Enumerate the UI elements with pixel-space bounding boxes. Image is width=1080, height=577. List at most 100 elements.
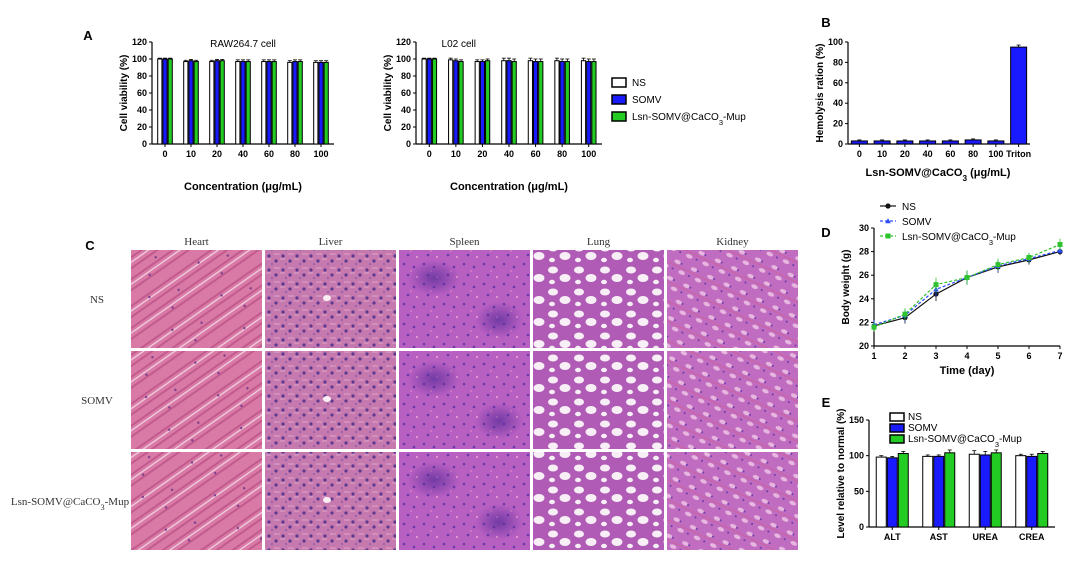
y-tick-label: 22 xyxy=(859,317,869,327)
y-tick-label: 20 xyxy=(859,341,869,351)
y-axis-label: Hemolysis ration (%) xyxy=(815,44,826,143)
bar xyxy=(297,61,303,145)
bar xyxy=(944,452,956,528)
panel-label-e: E xyxy=(822,395,831,410)
legend-swatch xyxy=(611,94,627,105)
y-tick-label: 80 xyxy=(401,71,411,81)
bar xyxy=(245,61,251,145)
column-header: Kidney xyxy=(716,236,749,248)
series-line xyxy=(873,249,1061,326)
legend-label: Lsn-SOMV@CaCO3-Mup xyxy=(902,232,1016,247)
y-tick-label: 20 xyxy=(833,119,843,129)
y-tick-label: 0 xyxy=(838,139,843,149)
lung-micrograph xyxy=(533,351,664,449)
kidney-micrograph xyxy=(667,351,798,449)
x-tick-label: 40 xyxy=(238,149,248,159)
x-tick-label: 60 xyxy=(531,149,541,159)
bar xyxy=(448,59,454,145)
legend-label-pre: Lsn-SOMV@CaCO xyxy=(908,434,995,445)
x-tick-label: 5 xyxy=(995,351,1000,361)
liver-vein xyxy=(323,295,331,301)
y-tick-label: 0 xyxy=(142,139,147,149)
x-tick-label: 0 xyxy=(857,149,862,159)
bar xyxy=(538,61,544,145)
bar xyxy=(580,60,587,145)
legend-label-post: -Mup xyxy=(723,112,746,123)
bar xyxy=(586,61,592,145)
column-header: Heart xyxy=(184,236,208,248)
y-tick-label: 80 xyxy=(137,71,147,81)
row-label: NS xyxy=(90,294,104,306)
bar xyxy=(990,452,1002,528)
x-tick-label: 10 xyxy=(877,149,887,159)
y-tick-label: 100 xyxy=(396,54,411,64)
bar xyxy=(287,61,293,145)
legend-label: SOMV xyxy=(902,217,932,228)
bar xyxy=(886,457,898,528)
y-axis-label: Level relative to normal (%) xyxy=(836,408,847,538)
x-tick-label: 100 xyxy=(988,149,1003,159)
lung-micrograph xyxy=(533,452,664,550)
bar xyxy=(501,60,507,145)
x-axis-label-post: (μg/mL) xyxy=(967,167,1011,179)
x-axis-label: Concentration (μg/mL) xyxy=(450,181,568,193)
bar xyxy=(167,58,173,145)
bar xyxy=(850,140,868,145)
spleen-follicle xyxy=(475,504,523,540)
x-axis-label-pre: Lsn-SOMV@CaCO xyxy=(866,167,963,179)
spleen-follicle xyxy=(475,302,523,338)
y-tick-label: 60 xyxy=(137,88,147,98)
bar xyxy=(323,61,329,145)
bar xyxy=(964,139,982,145)
row-label: Lsn-SOMV@CaCO3-Mup xyxy=(11,496,130,512)
x-tick-label: 20 xyxy=(212,149,222,159)
kidney-micrograph xyxy=(667,452,798,550)
row-label-pre: Lsn-SOMV@CaCO xyxy=(11,496,101,508)
y-tick-label: 28 xyxy=(859,247,869,257)
x-tick-label: 80 xyxy=(290,149,300,159)
chart-title: L02 cell xyxy=(442,39,476,50)
x-tick-label: 80 xyxy=(968,149,978,159)
bar xyxy=(527,60,533,145)
panel-label-d: D xyxy=(821,225,830,240)
bar xyxy=(897,453,909,528)
row-label-post: -Mup xyxy=(105,496,130,508)
legend-label: NS xyxy=(632,78,646,89)
column-header: Spleen xyxy=(450,236,480,248)
bar xyxy=(896,140,914,145)
data-point xyxy=(1057,242,1063,248)
legend-swatch xyxy=(611,111,627,122)
heart-micrograph xyxy=(131,250,262,348)
spleen-follicle xyxy=(408,462,460,498)
y-axis-label: Cell viability (%) xyxy=(383,55,394,132)
x-tick-label: 40 xyxy=(504,149,514,159)
bar xyxy=(474,61,480,145)
legend-swatch xyxy=(889,412,905,422)
legend-label: Lsn-SOMV@CaCO3-Mup xyxy=(632,112,746,127)
bar xyxy=(591,61,597,145)
y-tick-label: 80 xyxy=(833,57,843,67)
legend-label-post: -Mup xyxy=(999,434,1022,445)
legend-label: NS xyxy=(908,412,922,423)
bar xyxy=(426,58,432,145)
bar xyxy=(458,61,464,145)
bar xyxy=(875,456,887,528)
bar xyxy=(193,61,199,145)
liver-vein xyxy=(323,396,331,402)
bar xyxy=(240,61,246,145)
bar xyxy=(235,61,241,145)
data-point xyxy=(995,262,1001,268)
bar xyxy=(511,61,517,145)
legend-label-sub: 3 xyxy=(719,118,723,127)
x-tick-label: 20 xyxy=(900,149,910,159)
y-tick-label: 0 xyxy=(859,522,864,532)
series-line xyxy=(873,243,1061,328)
legend-label: Lsn-SOMV@CaCO3-Mup xyxy=(908,434,1022,449)
data-point xyxy=(933,282,939,288)
bar xyxy=(564,61,570,145)
y-tick-label: 20 xyxy=(401,122,411,132)
bar xyxy=(266,61,272,145)
x-axis-label: Concentration (μg/mL) xyxy=(184,181,302,193)
bar xyxy=(922,455,934,528)
